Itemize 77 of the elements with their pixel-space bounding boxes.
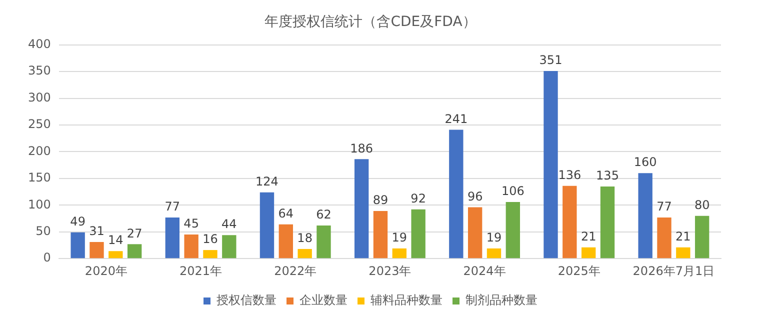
y-tick-label: 200: [28, 144, 51, 158]
data-label: 106: [501, 184, 524, 198]
data-label: 45: [184, 216, 199, 231]
data-label: 160: [634, 155, 657, 170]
data-label: 49: [70, 214, 86, 229]
y-tick-label: 400: [28, 36, 51, 51]
bar: [222, 235, 236, 258]
data-label: 89: [372, 193, 388, 208]
chart-title: 年度授权信统计（含CDE及FDA）: [264, 14, 476, 30]
data-label: 19: [392, 230, 408, 245]
data-label: 135: [596, 168, 619, 183]
y-tick-label: 350: [28, 64, 51, 78]
legend-label: 辅料品种数量: [370, 293, 442, 308]
bar: [506, 202, 520, 258]
data-label: 27: [126, 226, 142, 240]
data-label: 16: [202, 232, 218, 246]
data-label: 62: [316, 208, 332, 222]
bar: [486, 248, 502, 258]
bar: [694, 216, 710, 258]
bar: [600, 186, 615, 258]
data-label: 21: [580, 230, 596, 244]
bar: [449, 130, 464, 258]
data-label: 64: [278, 206, 294, 221]
legend-label: 授权信数量: [216, 293, 276, 308]
y-tick-label: 0: [43, 250, 51, 265]
bar: [90, 242, 104, 258]
data-label: 80: [694, 198, 710, 212]
bar: [203, 250, 218, 258]
data-label: 351: [539, 53, 562, 68]
bar: [411, 209, 426, 258]
bar: [657, 217, 672, 258]
data-label: 44: [222, 217, 237, 232]
bar: [108, 251, 123, 258]
x-tick-label: 2022年: [274, 264, 317, 278]
bar: [278, 224, 294, 258]
data-label: 92: [410, 192, 426, 206]
x-tick-label: 2020年: [84, 264, 128, 278]
bar: [70, 232, 85, 258]
bar: [127, 244, 142, 258]
data-label: 77: [656, 200, 672, 214]
y-tick-label: 50: [36, 224, 51, 238]
bar: [165, 217, 180, 258]
data-label: 21: [676, 230, 691, 244]
y-tick-label: 250: [28, 117, 51, 132]
bar: [562, 186, 577, 258]
data-label: 31: [89, 224, 104, 238]
bar: [392, 248, 407, 258]
y-tick-label: 300: [28, 90, 51, 104]
y-tick-label: 150: [28, 170, 51, 185]
data-label: 19: [486, 230, 502, 245]
bar: [581, 247, 596, 258]
bar: [354, 159, 369, 258]
data-label: 18: [297, 231, 312, 246]
legend-label: 制剂品种数量: [466, 293, 538, 308]
data-label: 136: [558, 168, 582, 182]
data-label: 241: [444, 112, 468, 126]
x-tick-label: 2021年: [180, 264, 222, 278]
bar: [638, 173, 652, 258]
data-label: 186: [350, 141, 374, 156]
x-tick-label: 2023年: [368, 264, 412, 278]
bar: [544, 70, 558, 258]
bar: [373, 211, 388, 258]
bar: [298, 248, 312, 258]
data-label: 14: [108, 233, 124, 248]
data-label: 124: [256, 174, 278, 188]
bar: [676, 247, 690, 258]
data-label: 77: [164, 200, 180, 214]
bar: [468, 207, 482, 258]
x-tick-label: 2026年7月1日: [632, 264, 715, 278]
bar: [184, 234, 198, 258]
bar: [316, 225, 331, 258]
x-tick-label: 2024年: [463, 264, 506, 278]
data-label: 96: [467, 189, 483, 204]
x-tick-label: 2025年: [558, 264, 600, 278]
bar: [260, 192, 274, 258]
y-tick-label: 100: [28, 197, 51, 212]
legend-label: 企业数量: [300, 293, 348, 308]
